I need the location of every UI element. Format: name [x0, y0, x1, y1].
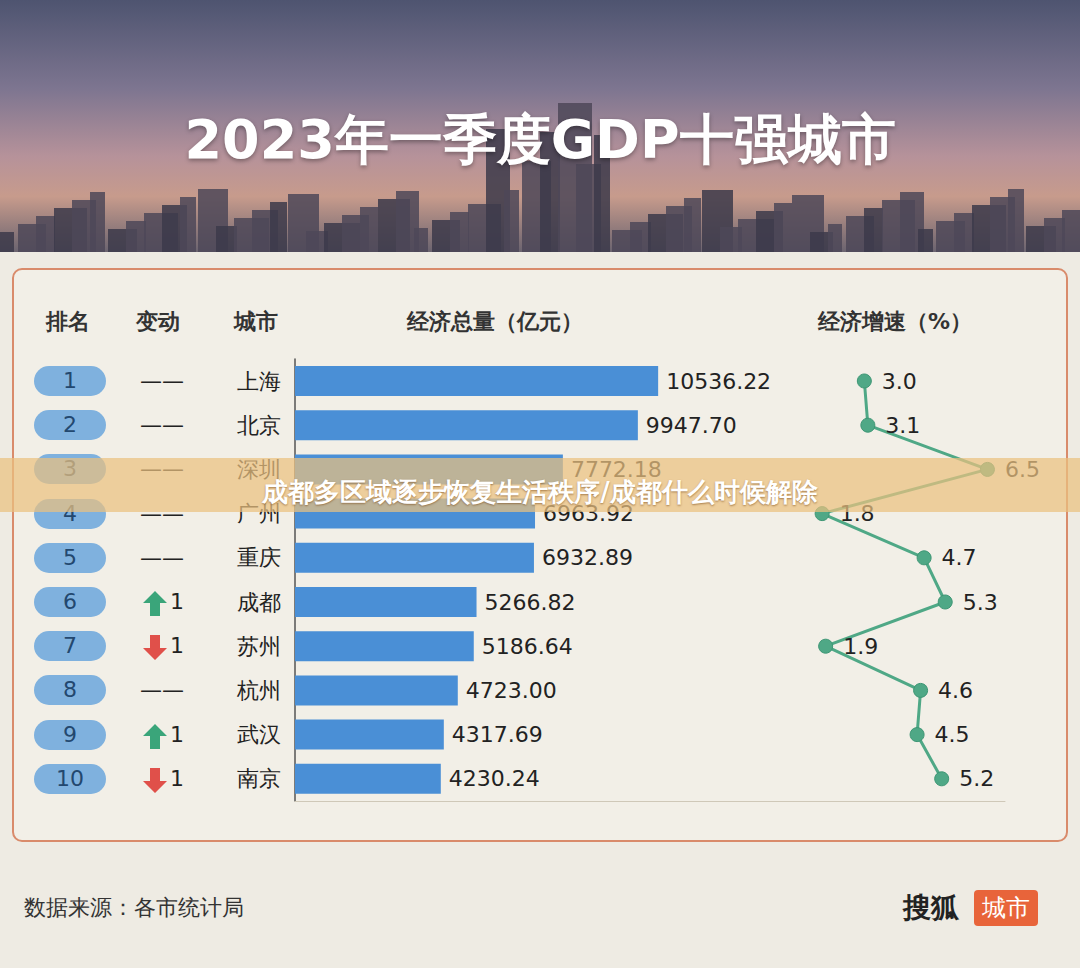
html-text:3: 3 — [63, 456, 77, 482]
html-text:城市: 城市 — [234, 309, 278, 334]
svg-text:3.1: 3.1 — [885, 413, 920, 438]
html-text:6: 6 — [63, 589, 77, 614]
svg-text:北京: 北京 — [237, 413, 281, 438]
html-text:1: 1 — [170, 633, 184, 659]
svg-text:6963.92: 6963.92 — [543, 501, 634, 527]
html-text:7: 7 — [63, 633, 77, 659]
html-text:8: 8 — [63, 677, 77, 703]
html-text:2023年一季度GDP十强城市: 2023年一季度GDP十强城市 — [184, 108, 896, 171]
svg-text:上海: 上海 — [237, 369, 281, 394]
html-text:1: 1 — [170, 721, 184, 747]
html-text:10: 10 — [56, 765, 84, 791]
svg-text:4723.00: 4723.00 — [466, 678, 557, 703]
html-text:城市: 城市 — [982, 894, 1030, 922]
svg-text:5186.64: 5186.64 — [482, 634, 573, 659]
html-text:9: 9 — [63, 721, 77, 747]
svg-text:广州: 广州 — [237, 501, 281, 527]
svg-text:4.6: 4.6 — [938, 678, 973, 703]
svg-text:重庆: 重庆 — [237, 545, 281, 570]
html-text:排名: 排名 — [46, 309, 90, 334]
html-text:经济增速（%）: 经济增速（%） — [818, 309, 972, 334]
svg-text:1.9: 1.9 — [843, 634, 878, 659]
svg-text:成都: 成都 — [237, 590, 281, 615]
html-text:搜狐: 搜狐 — [903, 891, 959, 924]
svg-text:4.7: 4.7 — [942, 545, 977, 570]
html-text:成都多区域逐步恢复生活秩序/成都什么时候解除: 成都多区域逐步恢复生活秩序/成都什么时候解除 — [262, 477, 818, 507]
html-text:1: 1 — [170, 589, 184, 614]
svg-text:武汉: 武汉 — [237, 722, 281, 747]
html-text:1: 1 — [170, 765, 184, 791]
svg-text:5266.82: 5266.82 — [485, 590, 576, 615]
svg-text:南京: 南京 — [237, 766, 281, 791]
html-text:1: 1 — [63, 368, 77, 393]
html-text:数据来源：各市统计局: 数据来源：各市统计局 — [24, 895, 244, 920]
html-text:经济总量（亿元）: 经济总量（亿元） — [407, 309, 583, 334]
svg-text:5.2: 5.2 — [959, 766, 994, 791]
html-text:变动: 变动 — [136, 309, 180, 334]
svg-text:3.0: 3.0 — [882, 369, 917, 394]
html-text:4: 4 — [63, 500, 77, 526]
html-text:5: 5 — [63, 544, 77, 570]
svg-text:4.5: 4.5 — [935, 722, 970, 747]
svg-text:9947.70: 9947.70 — [646, 413, 737, 438]
svg-text:1.8: 1.8 — [839, 501, 875, 527]
svg-text:杭州: 杭州 — [236, 678, 281, 703]
svg-text:苏州: 苏州 — [237, 634, 281, 659]
html-text:2: 2 — [63, 412, 77, 438]
svg-text:4230.24: 4230.24 — [449, 766, 540, 791]
svg-text:10536.22: 10536.22 — [666, 369, 771, 394]
svg-text:5.3: 5.3 — [963, 590, 998, 615]
svg-text:4317.69: 4317.69 — [452, 722, 543, 747]
svg-text:6932.89: 6932.89 — [542, 545, 633, 570]
